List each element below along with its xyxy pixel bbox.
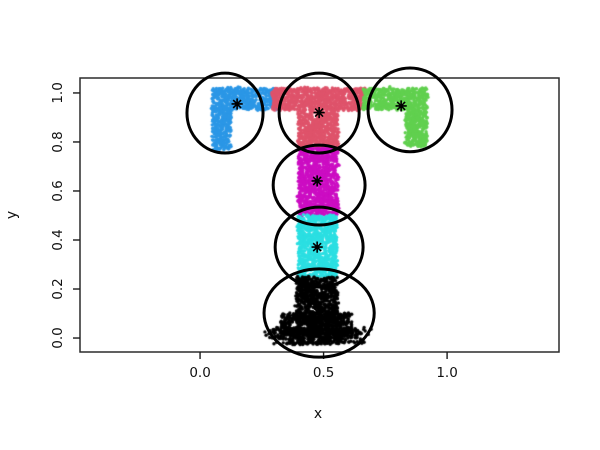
cluster-circle-green (366, 66, 454, 154)
x-axis-ticks: 0.0 0.5 1.0 (189, 352, 458, 381)
x-tick-label: 1.0 (436, 365, 457, 381)
y-tick-label: 0.8 (50, 131, 66, 152)
plot-border (79, 77, 560, 353)
cluster-center-blue (231, 98, 243, 110)
y-tick-label: 0.0 (50, 327, 66, 348)
x-tick-label: 0.5 (313, 365, 334, 381)
y-axis-ticks: 0.0 0.2 0.4 0.6 0.8 1.0 (50, 82, 80, 349)
cluster-circle-magenta (271, 143, 367, 227)
x-axis-title: x (314, 406, 322, 422)
cluster-circle-blue (185, 71, 265, 155)
cluster-circles (185, 66, 454, 359)
y-tick-label: 0.6 (50, 180, 66, 201)
cluster-circle-black (262, 267, 376, 359)
cluster-circle-red (277, 71, 361, 155)
cluster-circle-cyan (273, 205, 365, 289)
cluster-center-cyan (311, 241, 323, 253)
y-tick-label: 1.0 (50, 82, 66, 103)
cluster-center-magenta (311, 175, 323, 187)
cluster-center-green (395, 100, 407, 112)
cluster-center-black (312, 306, 324, 318)
cluster-center-red (313, 106, 325, 119)
x-tick-label: 0.0 (189, 365, 210, 381)
cluster-center-marks (231, 98, 407, 318)
y-axis-title: y (4, 211, 20, 219)
y-tick-label: 0.4 (50, 229, 66, 250)
y-tick-label: 0.2 (50, 278, 66, 299)
